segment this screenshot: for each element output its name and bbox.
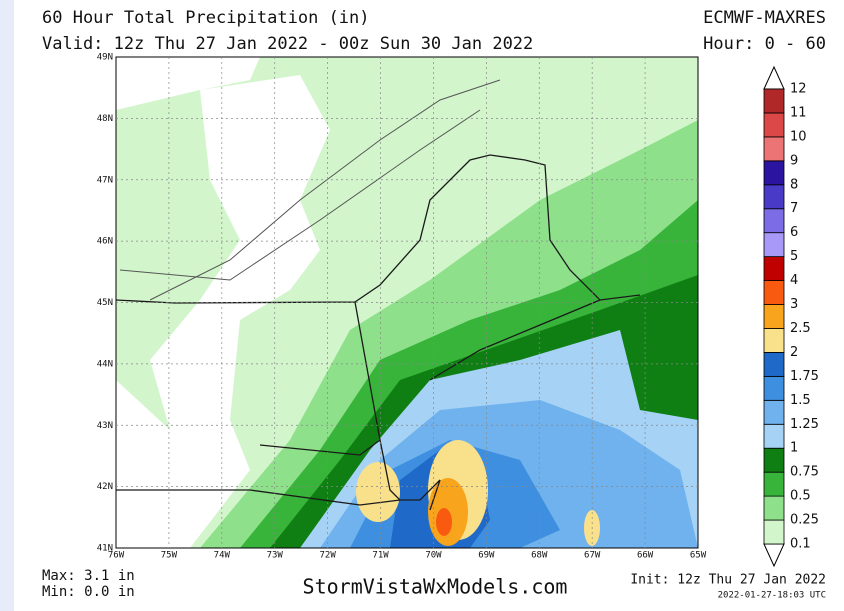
lat-label: 41N <box>97 544 113 554</box>
legend-swatch <box>763 519 785 545</box>
legend-swatch <box>763 256 785 281</box>
legend-swatch <box>763 447 785 473</box>
lon-label: 76W <box>108 551 125 561</box>
lon-label: 70W <box>425 551 442 561</box>
lon-label: 66W <box>637 551 654 561</box>
legend-label: 7 <box>790 201 798 216</box>
legend-swatch <box>763 304 785 329</box>
legend-swatch <box>763 160 785 186</box>
side-strip <box>0 0 14 611</box>
lat-label: 49N <box>97 53 113 63</box>
legend-label: 0.1 <box>790 537 811 552</box>
lon-label: 65W <box>690 551 707 561</box>
legend-swatch <box>763 88 785 114</box>
legend-label: 0.25 <box>790 513 819 528</box>
legend-label: 1.25 <box>790 417 819 432</box>
max-value: Max: 3.1 in <box>42 568 135 584</box>
legend-swatch <box>763 280 785 305</box>
legend-label: 2 <box>790 345 798 360</box>
stamp: 2022-01-27-18:03 UTC <box>718 591 826 601</box>
lon-label: 74W <box>214 551 231 561</box>
legend-label: 8 <box>790 177 798 192</box>
lon-label: 73W <box>267 551 284 561</box>
legend-label: 1 <box>790 441 798 456</box>
legend-arrow <box>763 543 785 568</box>
title: 60 Hour Total Precipitation (in) <box>42 8 370 28</box>
lon-label: 68W <box>531 551 548 561</box>
legend-swatch <box>763 399 785 425</box>
borders <box>116 154 641 511</box>
legend-swatch <box>763 328 785 353</box>
legend-label: 9 <box>790 153 798 168</box>
lat-label: 42N <box>97 482 113 492</box>
legend-label: 10 <box>790 129 807 144</box>
legend-label: 0.5 <box>790 489 811 504</box>
legend-label: 2.5 <box>790 321 811 336</box>
legend-label: 12 <box>790 82 807 97</box>
legend-label: 1.5 <box>790 393 811 408</box>
lat-label: 47N <box>97 175 113 185</box>
legend-swatch <box>763 184 785 210</box>
lon-label: 69W <box>478 551 495 561</box>
dry-area <box>116 57 260 110</box>
legend-arrow <box>763 65 785 90</box>
legend-swatch <box>763 112 785 138</box>
legend-label: 1.75 <box>790 369 819 384</box>
hour-range: Hour: 0 - 60 <box>703 34 826 54</box>
lat-label: 43N <box>97 421 113 431</box>
legend-label: 6 <box>790 225 798 240</box>
dry-area <box>116 380 250 548</box>
legend-swatch <box>763 471 785 497</box>
lon-label: 75W <box>161 551 178 561</box>
legend-swatch <box>763 136 785 162</box>
lat-label: 45N <box>97 298 113 308</box>
dry-area <box>150 75 330 430</box>
legend-label: 4 <box>790 273 798 288</box>
lat-label: 44N <box>97 359 113 369</box>
lon-label: 71W <box>372 551 389 561</box>
lat-label: 46N <box>97 237 113 247</box>
site: StormVistaWxModels.com <box>303 575 568 599</box>
legend-swatch <box>763 423 785 449</box>
init-time: Init: 12z Thu 27 Jan 2022 <box>630 573 826 588</box>
model: ECMWF-MAXRES <box>703 8 826 28</box>
blob <box>356 462 400 522</box>
legend-swatch <box>763 495 785 521</box>
legend-swatch <box>763 352 785 377</box>
lon-label: 67W <box>584 551 601 561</box>
lat-label: 48N <box>97 114 113 124</box>
legend-label: 3 <box>790 297 798 312</box>
min-value: Min: 0.0 in <box>42 584 135 600</box>
precip-field <box>116 57 698 548</box>
legend-label: 5 <box>790 249 798 264</box>
rivers <box>119 79 501 301</box>
lon-label: 72W <box>320 551 337 561</box>
legend-swatch <box>763 375 785 401</box>
blob <box>436 508 452 536</box>
legend-label: 11 <box>790 105 807 120</box>
legend-swatch <box>763 232 785 258</box>
legend-label: 0.75 <box>790 465 819 480</box>
legend-swatch <box>763 208 785 234</box>
valid-time: Valid: 12z Thu 27 Jan 2022 - 00z Sun 30 … <box>42 34 533 54</box>
